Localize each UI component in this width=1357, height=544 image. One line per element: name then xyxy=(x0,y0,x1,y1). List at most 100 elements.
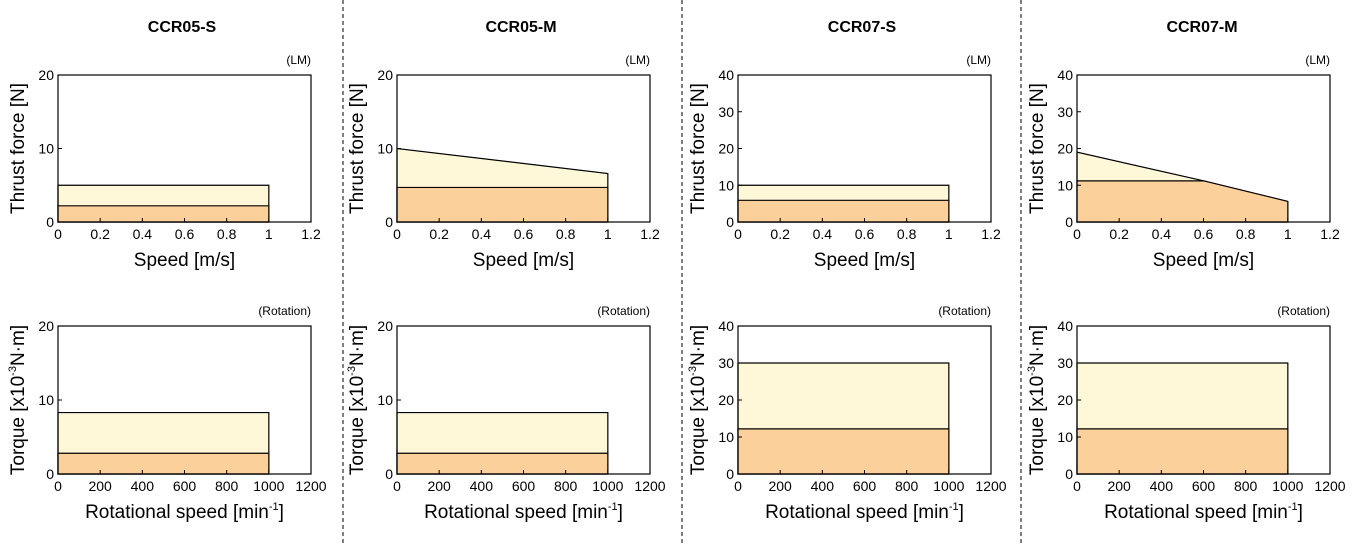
y-tick-label: 0 xyxy=(385,466,393,482)
x-tick-label: 1 xyxy=(265,226,273,242)
x-tick-label: 1.2 xyxy=(981,226,1001,242)
x-tick-label: 800 xyxy=(215,478,239,494)
mode-label: (Rotation) xyxy=(597,304,650,318)
y-axis-label-main: Torque [x10 xyxy=(8,376,29,475)
x-axis-label: Speed [m/s] xyxy=(134,250,235,271)
x-tick-label: 1 xyxy=(1284,226,1292,242)
x-tick-label: 0.6 xyxy=(175,226,195,242)
x-tick-label: 800 xyxy=(895,478,919,494)
x-tick-label: 1000 xyxy=(592,478,623,494)
chart-ccr07-m-lm: 0 0.2 0.4 0.6 0.8 1 1.2 0 10 20 30 40 (LM) Speed [m/s… xyxy=(1027,53,1340,271)
x-tick-label: 200 xyxy=(768,478,792,494)
y-tick-label: 20 xyxy=(1057,392,1073,408)
x-tick-label: 1.2 xyxy=(640,226,660,242)
x-axis-label: Speed [m/s] xyxy=(473,250,574,271)
chart-ccr05-m-rotation: 0 200 400 600 800 1000 1200 0 10 20 (Rotation) Rota… xyxy=(346,304,666,523)
y-tick-label: 20 xyxy=(38,318,54,334)
mode-label: (Rotation) xyxy=(258,304,311,318)
x-axis-label-sup: -1 xyxy=(1288,501,1298,513)
y-tick-label: 0 xyxy=(385,214,393,230)
x-tick-label: 1.2 xyxy=(1320,226,1340,242)
mode-label: (Rotation) xyxy=(1277,304,1330,318)
column-title-ccr07-m: CCR07-M xyxy=(1166,19,1237,36)
x-tick-label: 400 xyxy=(131,478,155,494)
chart-ccr07-s-lm: 0 0.2 0.4 0.6 0.8 1 1.2 0 10 20 30 40 (LM) Speed [m/s… xyxy=(688,53,1001,271)
y-tick-label: 0 xyxy=(46,466,54,482)
y-axis-label: Torque [x10-3N·m] xyxy=(687,325,709,475)
x-tick-label: 1.2 xyxy=(301,226,321,242)
column-title-ccr05-s: CCR05-S xyxy=(148,19,217,36)
chart-ccr05-s-rotation: 0 200 400 600 800 1000 1200 0 10 20 (Rotation) Rota… xyxy=(7,304,327,523)
y-axis-label: Torque [x10-3N·m] xyxy=(346,325,368,475)
x-tick-label: 0.4 xyxy=(133,226,153,242)
y-axis-label-main: Thrust force [N] xyxy=(688,83,709,214)
y-axis-label: Torque [x10-3N·m] xyxy=(1026,325,1048,475)
area-rated-ccr07-m-lm xyxy=(1076,180,1289,223)
y-tick-label: 10 xyxy=(377,392,393,408)
chart-ccr07-m-rotation: 0 200 400 600 800 1000 1200 0 10 20 30 40 (Rotation)… xyxy=(1026,304,1346,523)
y-axis-label: Torque [x10-3N·m] xyxy=(7,325,29,475)
y-axis-label-main: Thrust force [N] xyxy=(347,83,368,214)
x-axis-label: Speed [m/s] xyxy=(814,250,915,271)
x-tick-label: 1200 xyxy=(634,478,665,494)
y-tick-label: 10 xyxy=(1057,177,1073,193)
y-axis-label: Thrust force [N] xyxy=(8,83,29,214)
x-tick-label: 200 xyxy=(1107,478,1131,494)
chart-ccr05-m-lm: 0 0.2 0.4 0.6 0.8 1 1.2 0 10 20 (LM) Speed [m/s] Thr… xyxy=(347,53,660,271)
y-axis-label-main: Thrust force [N] xyxy=(8,83,29,214)
x-tick-label: 0 xyxy=(1073,226,1081,242)
x-axis-label-main: Speed [m/s] xyxy=(134,250,235,271)
x-axis-label-sup: -1 xyxy=(269,501,279,513)
chart-ccr05-s-lm: 0 0.2 0.4 0.6 0.8 1 1.2 0 10 20 (LM) Speed [m/s] Thr… xyxy=(8,53,321,271)
x-axis-label: Rotational speed [min-1] xyxy=(765,501,964,523)
x-tick-label: 0.4 xyxy=(472,226,492,242)
x-axis-label-sup: -1 xyxy=(608,501,618,513)
y-tick-label: 0 xyxy=(1065,466,1073,482)
y-tick-label: 40 xyxy=(1057,67,1073,83)
y-tick-label: 40 xyxy=(718,318,734,334)
column-titles: CCR05-S CCR05-M CCR07-S CCR07-M xyxy=(148,19,1238,36)
mode-label: (LM) xyxy=(286,53,311,67)
x-tick-label: 0 xyxy=(393,226,401,242)
y-tick-label: 20 xyxy=(377,318,393,334)
x-tick-label: 0 xyxy=(734,478,742,494)
x-axis-label-main: Rotational speed [min xyxy=(85,502,269,523)
x-tick-label: 200 xyxy=(88,478,112,494)
x-tick-label: 400 xyxy=(470,478,494,494)
y-axis-label-end: N·m] xyxy=(1027,325,1048,366)
x-axis-label: Speed [m/s] xyxy=(1153,250,1254,271)
x-tick-label: 400 xyxy=(1150,478,1174,494)
y-axis-label-sup: -3 xyxy=(1026,366,1038,376)
y-axis-label-sup: -3 xyxy=(346,366,358,376)
x-axis-label-main: Rotational speed [min xyxy=(424,502,608,523)
y-tick-label: 0 xyxy=(726,466,734,482)
y-tick-label: 0 xyxy=(726,214,734,230)
y-tick-label: 10 xyxy=(377,141,393,157)
y-axis-label-main: Thrust force [N] xyxy=(1027,83,1048,214)
x-tick-label: 0.4 xyxy=(813,226,833,242)
x-tick-label: 800 xyxy=(1234,478,1258,494)
y-tick-label: 20 xyxy=(718,141,734,157)
y-tick-label: 10 xyxy=(38,141,54,157)
x-axis-label-end: ] xyxy=(279,502,284,523)
y-axis-label-end: N·m] xyxy=(688,325,709,366)
x-axis-label-main: Speed [m/s] xyxy=(814,250,915,271)
y-tick-label: 20 xyxy=(1057,141,1073,157)
x-tick-label: 1000 xyxy=(1272,478,1303,494)
x-tick-label: 400 xyxy=(811,478,835,494)
x-tick-label: 600 xyxy=(512,478,536,494)
y-axis-label-main: Torque [x10 xyxy=(1027,376,1048,475)
y-axis-label-sup: -3 xyxy=(687,366,699,376)
x-tick-label: 0.8 xyxy=(217,226,237,242)
y-tick-label: 20 xyxy=(377,67,393,83)
x-axis-label-end: ] xyxy=(959,502,964,523)
x-tick-label: 0.2 xyxy=(770,226,790,242)
area-rated-ccr07-m-rotation xyxy=(1076,428,1289,475)
y-tick-label: 30 xyxy=(718,104,734,120)
mode-label: (LM) xyxy=(966,53,991,67)
x-tick-label: 0.2 xyxy=(90,226,110,242)
y-tick-label: 10 xyxy=(1057,429,1073,445)
x-axis-label: Rotational speed [min-1] xyxy=(1104,501,1303,523)
